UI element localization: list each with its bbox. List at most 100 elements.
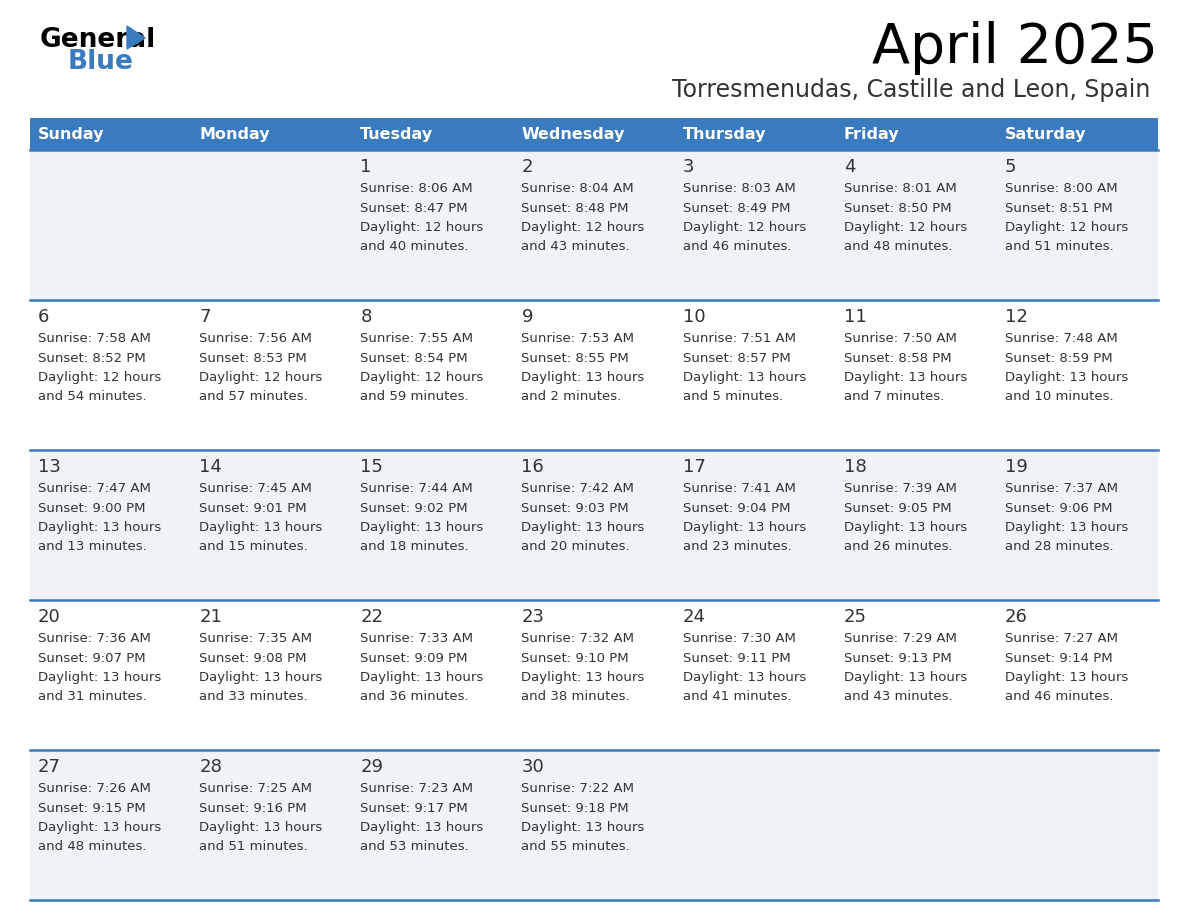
Text: and 41 minutes.: and 41 minutes. xyxy=(683,690,791,703)
Text: Torresmenudas, Castille and Leon, Spain: Torresmenudas, Castille and Leon, Spain xyxy=(671,78,1150,102)
Text: Friday: Friday xyxy=(843,127,899,141)
Text: 3: 3 xyxy=(683,158,694,176)
Text: and 23 minutes.: and 23 minutes. xyxy=(683,541,791,554)
Text: Daylight: 13 hours: Daylight: 13 hours xyxy=(360,521,484,534)
Text: 21: 21 xyxy=(200,608,222,626)
Bar xyxy=(513,150,675,300)
Bar xyxy=(675,150,835,300)
Text: Daylight: 13 hours: Daylight: 13 hours xyxy=(843,521,967,534)
Text: Sunset: 9:14 PM: Sunset: 9:14 PM xyxy=(1005,652,1112,665)
Text: 26: 26 xyxy=(1005,608,1028,626)
Text: Sunrise: 7:53 AM: Sunrise: 7:53 AM xyxy=(522,332,634,345)
Text: Daylight: 13 hours: Daylight: 13 hours xyxy=(38,521,162,534)
Text: and 31 minutes.: and 31 minutes. xyxy=(38,690,147,703)
Text: Sunset: 9:05 PM: Sunset: 9:05 PM xyxy=(843,501,952,514)
Text: 9: 9 xyxy=(522,308,533,326)
Text: Sunrise: 7:56 AM: Sunrise: 7:56 AM xyxy=(200,332,312,345)
Text: Sunset: 9:08 PM: Sunset: 9:08 PM xyxy=(200,652,307,665)
Text: 30: 30 xyxy=(522,758,544,776)
Bar xyxy=(30,450,191,600)
Text: Sunrise: 7:37 AM: Sunrise: 7:37 AM xyxy=(1005,482,1118,495)
Text: Sunrise: 7:44 AM: Sunrise: 7:44 AM xyxy=(360,482,473,495)
Text: 14: 14 xyxy=(200,458,222,476)
Text: and 46 minutes.: and 46 minutes. xyxy=(1005,690,1113,703)
Text: Daylight: 13 hours: Daylight: 13 hours xyxy=(522,671,645,684)
Text: Sunset: 8:55 PM: Sunset: 8:55 PM xyxy=(522,352,630,364)
Text: Daylight: 13 hours: Daylight: 13 hours xyxy=(200,671,322,684)
Text: Sunset: 8:58 PM: Sunset: 8:58 PM xyxy=(843,352,952,364)
Bar xyxy=(997,750,1158,900)
Text: and 43 minutes.: and 43 minutes. xyxy=(522,241,630,253)
Text: and 5 minutes.: and 5 minutes. xyxy=(683,390,783,404)
Bar xyxy=(353,600,513,750)
Text: Daylight: 13 hours: Daylight: 13 hours xyxy=(360,671,484,684)
Text: Sunset: 9:06 PM: Sunset: 9:06 PM xyxy=(1005,501,1112,514)
Bar xyxy=(835,300,997,450)
Text: 5: 5 xyxy=(1005,158,1017,176)
Text: Sunrise: 7:58 AM: Sunrise: 7:58 AM xyxy=(38,332,151,345)
Text: Sunset: 9:02 PM: Sunset: 9:02 PM xyxy=(360,501,468,514)
Bar xyxy=(675,118,835,150)
Text: Daylight: 12 hours: Daylight: 12 hours xyxy=(1005,221,1129,234)
Text: and 20 minutes.: and 20 minutes. xyxy=(522,541,630,554)
Text: Sunset: 9:11 PM: Sunset: 9:11 PM xyxy=(683,652,790,665)
Text: Sunrise: 7:27 AM: Sunrise: 7:27 AM xyxy=(1005,632,1118,645)
Text: Daylight: 12 hours: Daylight: 12 hours xyxy=(38,371,162,384)
Text: Sunset: 8:57 PM: Sunset: 8:57 PM xyxy=(683,352,790,364)
Bar xyxy=(191,300,353,450)
Text: and 46 minutes.: and 46 minutes. xyxy=(683,241,791,253)
Text: 27: 27 xyxy=(38,758,61,776)
Text: Sunrise: 7:47 AM: Sunrise: 7:47 AM xyxy=(38,482,151,495)
Bar xyxy=(675,750,835,900)
Bar xyxy=(835,150,997,300)
Text: Sunset: 9:16 PM: Sunset: 9:16 PM xyxy=(200,801,307,814)
Bar xyxy=(30,600,191,750)
Text: Sunset: 9:07 PM: Sunset: 9:07 PM xyxy=(38,652,146,665)
Text: and 51 minutes.: and 51 minutes. xyxy=(1005,241,1113,253)
Text: Sunrise: 7:23 AM: Sunrise: 7:23 AM xyxy=(360,782,473,795)
Bar xyxy=(997,300,1158,450)
Bar xyxy=(353,150,513,300)
Text: and 13 minutes.: and 13 minutes. xyxy=(38,541,147,554)
Text: Daylight: 13 hours: Daylight: 13 hours xyxy=(683,671,805,684)
Bar xyxy=(191,118,353,150)
Text: Sunrise: 7:45 AM: Sunrise: 7:45 AM xyxy=(200,482,312,495)
Bar xyxy=(835,118,997,150)
Text: 4: 4 xyxy=(843,158,855,176)
Text: Daylight: 13 hours: Daylight: 13 hours xyxy=(38,821,162,834)
Bar xyxy=(191,600,353,750)
Bar xyxy=(353,118,513,150)
Text: 22: 22 xyxy=(360,608,384,626)
Text: Sunrise: 7:36 AM: Sunrise: 7:36 AM xyxy=(38,632,151,645)
Text: Daylight: 13 hours: Daylight: 13 hours xyxy=(200,821,322,834)
Text: Saturday: Saturday xyxy=(1005,127,1086,141)
Text: Sunset: 8:51 PM: Sunset: 8:51 PM xyxy=(1005,201,1113,215)
Text: and 2 minutes.: and 2 minutes. xyxy=(522,390,621,404)
Text: Sunset: 9:10 PM: Sunset: 9:10 PM xyxy=(522,652,630,665)
Text: Blue: Blue xyxy=(68,49,134,75)
Text: Sunset: 9:00 PM: Sunset: 9:00 PM xyxy=(38,501,145,514)
Text: Sunset: 9:03 PM: Sunset: 9:03 PM xyxy=(522,501,630,514)
Text: 6: 6 xyxy=(38,308,50,326)
Bar xyxy=(30,118,191,150)
Text: Sunset: 8:54 PM: Sunset: 8:54 PM xyxy=(360,352,468,364)
Bar xyxy=(513,450,675,600)
Text: Sunset: 9:15 PM: Sunset: 9:15 PM xyxy=(38,801,146,814)
Text: 8: 8 xyxy=(360,308,372,326)
Text: Daylight: 13 hours: Daylight: 13 hours xyxy=(1005,371,1129,384)
Text: 11: 11 xyxy=(843,308,866,326)
Text: and 15 minutes.: and 15 minutes. xyxy=(200,541,308,554)
Text: Daylight: 13 hours: Daylight: 13 hours xyxy=(683,521,805,534)
Text: Daylight: 13 hours: Daylight: 13 hours xyxy=(1005,671,1129,684)
Text: 17: 17 xyxy=(683,458,706,476)
Bar xyxy=(191,750,353,900)
Text: and 10 minutes.: and 10 minutes. xyxy=(1005,390,1113,404)
Text: and 48 minutes.: and 48 minutes. xyxy=(843,241,953,253)
Text: April 2025: April 2025 xyxy=(872,21,1158,75)
Text: Sunrise: 7:41 AM: Sunrise: 7:41 AM xyxy=(683,482,796,495)
Text: and 57 minutes.: and 57 minutes. xyxy=(200,390,308,404)
Text: Daylight: 13 hours: Daylight: 13 hours xyxy=(843,371,967,384)
Text: 23: 23 xyxy=(522,608,544,626)
Bar xyxy=(30,750,191,900)
Text: Sunrise: 7:22 AM: Sunrise: 7:22 AM xyxy=(522,782,634,795)
